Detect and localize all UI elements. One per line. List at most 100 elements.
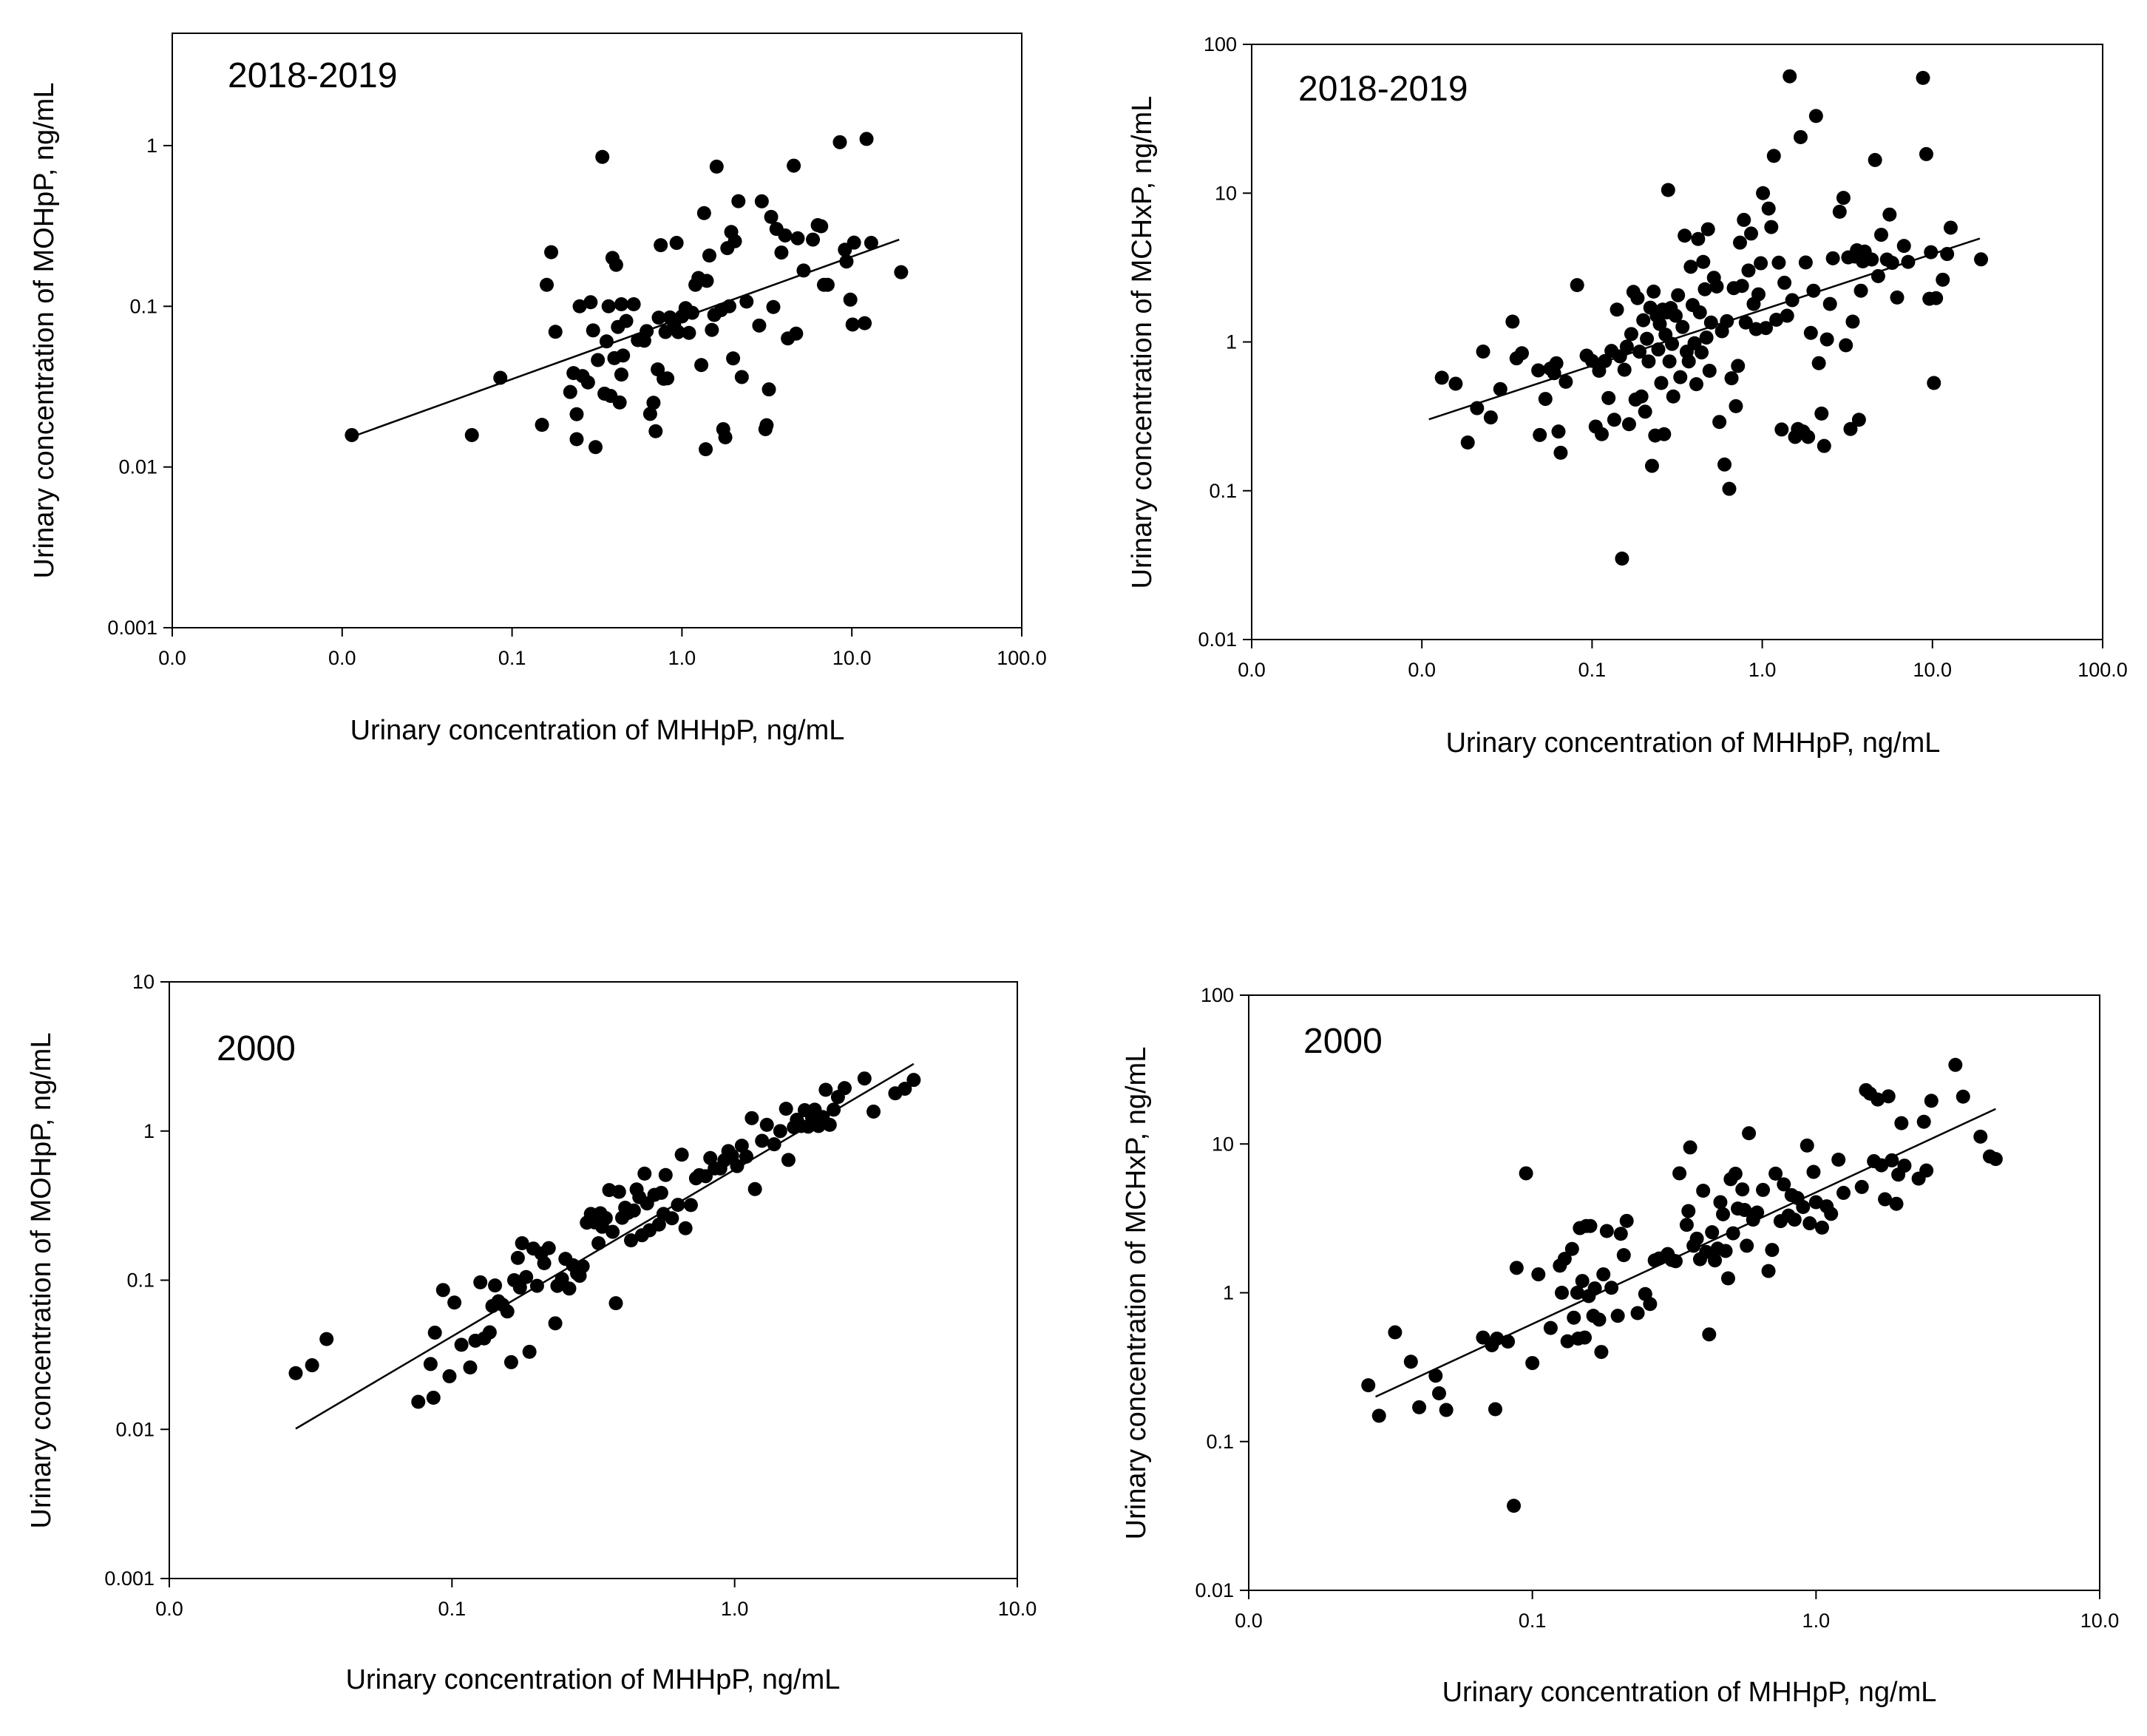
data-point xyxy=(858,316,872,330)
data-point xyxy=(1594,1345,1609,1360)
data-point xyxy=(731,194,746,208)
data-point xyxy=(640,324,654,339)
data-point xyxy=(1619,1213,1634,1228)
data-point xyxy=(519,1269,534,1284)
data-point xyxy=(426,1390,441,1405)
data-point xyxy=(722,299,736,313)
y-tick-label: 0.1 xyxy=(129,295,157,317)
data-point xyxy=(1560,1334,1575,1349)
data-point xyxy=(1720,1271,1735,1286)
data-point xyxy=(515,1235,529,1250)
data-point xyxy=(1575,1274,1590,1289)
data-point xyxy=(1924,245,1939,260)
data-point xyxy=(1533,427,1547,442)
data-point xyxy=(586,323,600,338)
data-point xyxy=(427,1325,442,1340)
data-point xyxy=(739,1149,753,1164)
regression-line xyxy=(348,238,900,439)
y-tick-label: 0.1 xyxy=(126,1269,155,1292)
data-point xyxy=(1538,392,1553,407)
data-point xyxy=(1554,1286,1569,1300)
data-point xyxy=(1699,1244,1714,1259)
data-point xyxy=(1578,1330,1593,1345)
data-point xyxy=(1808,1195,1823,1210)
data-point xyxy=(1697,282,1712,296)
data-point xyxy=(1793,129,1808,144)
data-point xyxy=(1713,1195,1728,1210)
data-point xyxy=(1919,1163,1934,1178)
data-point xyxy=(1896,239,1911,254)
data-point xyxy=(734,1139,749,1153)
data-point xyxy=(1780,308,1794,323)
data-point xyxy=(563,384,577,399)
data-point xyxy=(767,1137,781,1152)
data-point xyxy=(1703,315,1718,330)
x-tick-label: 0.0 xyxy=(1235,1610,1263,1632)
data-point xyxy=(1483,410,1498,425)
data-point xyxy=(658,1167,673,1182)
data-point xyxy=(1787,1213,1802,1227)
data-point xyxy=(847,235,861,250)
data-point xyxy=(1615,552,1629,566)
data-point xyxy=(1669,308,1683,323)
y-tick-label: 100 xyxy=(1201,984,1234,1006)
data-point xyxy=(859,132,874,146)
data-point xyxy=(1722,481,1737,496)
plot-frame xyxy=(1248,994,2100,1591)
y-tick-label: 0.1 xyxy=(1206,1431,1234,1453)
data-point xyxy=(1432,1386,1447,1400)
data-point xyxy=(699,274,714,288)
data-point xyxy=(1507,1499,1522,1513)
x-tick-label: 100.0 xyxy=(2078,659,2128,681)
data-point xyxy=(1785,293,1800,308)
data-point xyxy=(572,299,587,313)
data-point xyxy=(1825,251,1840,265)
x-tick-label: 0.0 xyxy=(1238,659,1266,681)
data-point xyxy=(580,375,595,390)
data-point xyxy=(447,1295,462,1310)
panel-title: 2018-2019 xyxy=(1298,69,1468,109)
data-point xyxy=(1683,1140,1697,1155)
data-point xyxy=(473,1275,488,1289)
data-point xyxy=(1476,344,1490,359)
x-tick-label: 0.0 xyxy=(328,647,356,669)
data-point xyxy=(674,1147,689,1162)
data-point xyxy=(1851,413,1866,427)
y-tick-label: 0.01 xyxy=(1195,1579,1234,1601)
data-point xyxy=(822,1117,837,1132)
data-point xyxy=(619,313,634,328)
data-point xyxy=(1557,1252,1572,1267)
x-axis-label: Urinary concentration of MHHpP, ng/mL xyxy=(346,1664,841,1695)
data-point xyxy=(766,299,781,314)
data-point xyxy=(1654,376,1669,390)
data-point xyxy=(642,407,657,421)
x-tick-label: 10.0 xyxy=(2080,1610,2120,1632)
data-point xyxy=(1814,406,1829,421)
data-point xyxy=(683,1198,698,1213)
data-point xyxy=(1531,363,1546,378)
y-tick-label: 10 xyxy=(1212,1133,1234,1155)
data-point xyxy=(1764,220,1779,234)
data-point xyxy=(512,1280,527,1295)
x-axis-label: Urinary concentration of MHHpP, ng/mL xyxy=(1442,1677,1937,1708)
data-point xyxy=(1765,1243,1780,1258)
data-point xyxy=(1741,263,1756,278)
data-point xyxy=(671,325,685,339)
data-point xyxy=(1734,279,1749,294)
data-point xyxy=(1673,370,1688,384)
data-point xyxy=(1662,354,1677,369)
data-point xyxy=(1712,415,1727,430)
plot-frame xyxy=(169,981,1018,1579)
x-tick-label: 0.1 xyxy=(498,647,526,669)
data-point xyxy=(1777,1177,1791,1192)
data-point xyxy=(814,219,829,234)
data-point xyxy=(608,257,623,272)
y-tick-label: 1 xyxy=(146,135,157,157)
data-point xyxy=(694,358,709,373)
data-point xyxy=(806,232,821,247)
data-point xyxy=(906,1073,921,1088)
data-point xyxy=(1878,1192,1893,1207)
data-point xyxy=(764,209,779,224)
data-point xyxy=(1836,1185,1851,1200)
